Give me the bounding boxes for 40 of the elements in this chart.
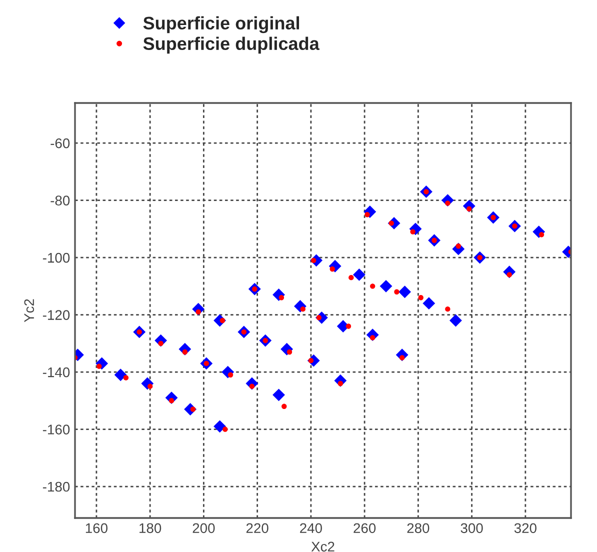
point	[398, 286, 411, 298]
y-tick-label: -60	[50, 138, 70, 148]
y-tick-label: -140	[42, 367, 70, 378]
point	[282, 404, 287, 409]
point	[364, 212, 370, 218]
x-tick-label: 320	[514, 523, 536, 534]
point	[422, 297, 436, 310]
y-tick-label: -80	[50, 196, 70, 206]
point	[450, 314, 462, 327]
point	[214, 420, 226, 433]
legend-label: Superficie duplicada	[143, 36, 320, 54]
point	[114, 368, 127, 382]
x-tick-label: 260	[354, 523, 376, 534]
x-tick-label: 300	[460, 523, 483, 534]
point	[380, 280, 392, 292]
point	[370, 335, 376, 340]
y-tick-label: -120	[42, 310, 70, 320]
point	[418, 295, 424, 300]
x-tick-label: 220	[246, 523, 268, 534]
point	[346, 324, 352, 329]
point	[222, 426, 228, 432]
point	[352, 268, 366, 281]
x-tick-label: 200	[192, 523, 215, 534]
y-tick-label: -160	[42, 424, 70, 434]
x-tick-label: 180	[140, 523, 162, 534]
x-tick-label: 240	[300, 523, 322, 534]
x-tick-label: 160	[86, 523, 108, 534]
point	[445, 200, 450, 206]
legend-label: Superficie original	[143, 16, 300, 34]
y-tick-label: -180	[42, 482, 70, 492]
point	[394, 289, 400, 294]
x-axis-title: Xc2	[311, 542, 334, 552]
x-tick-label: 280	[407, 523, 430, 534]
y-axis-title: Yc2	[24, 299, 34, 322]
y-tick-label: -100	[42, 252, 70, 263]
point	[272, 388, 285, 402]
point	[123, 375, 129, 380]
point	[445, 306, 450, 312]
point	[370, 284, 376, 289]
point	[348, 274, 354, 280]
